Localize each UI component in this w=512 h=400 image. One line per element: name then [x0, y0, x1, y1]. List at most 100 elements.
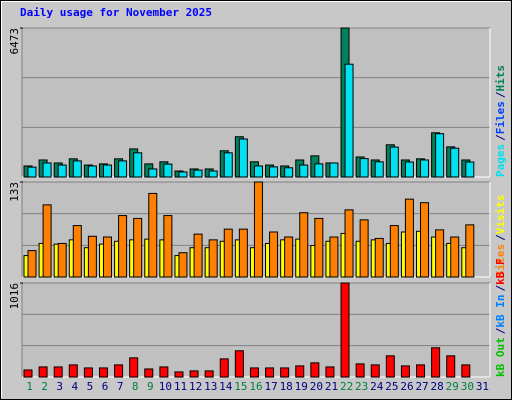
bar — [163, 163, 173, 178]
bar — [38, 366, 48, 378]
bar — [450, 236, 460, 278]
plot-area — [21, 282, 491, 378]
bar — [87, 235, 97, 278]
bar — [189, 370, 199, 378]
bar — [208, 239, 218, 278]
x-tick-label: 7 — [117, 380, 124, 393]
legend-entry: Hits — [494, 65, 507, 92]
x-tick-label: 23 — [355, 380, 368, 393]
bar — [114, 364, 124, 378]
x-tick-label: 19 — [295, 380, 308, 393]
legend-entry: Visits — [494, 195, 507, 235]
bar — [98, 367, 108, 378]
bar — [284, 236, 294, 278]
bar — [102, 164, 112, 178]
x-tick-label: 10 — [159, 380, 172, 393]
bar — [178, 252, 188, 278]
bar — [446, 355, 456, 378]
bar — [435, 133, 445, 178]
bar — [329, 236, 339, 278]
bar — [310, 362, 320, 378]
bar — [163, 215, 173, 278]
bar — [174, 371, 184, 378]
y-tick-label: 6473 — [8, 28, 21, 55]
x-tick-label: 14 — [219, 380, 233, 393]
x-tick-label: 4 — [72, 380, 79, 393]
legend-entry: kB F — [494, 258, 507, 285]
bar — [374, 237, 384, 278]
bar — [178, 171, 188, 178]
bar — [385, 355, 395, 378]
bar — [27, 250, 37, 278]
bar — [370, 364, 380, 378]
legend-entry: kB In — [494, 295, 507, 328]
bar — [431, 347, 441, 378]
bar — [299, 212, 309, 278]
x-tick-label: 9 — [147, 380, 154, 393]
x-tick-label: 25 — [385, 380, 398, 393]
bar — [204, 370, 214, 378]
legend: kB Out/kB In/kB F — [494, 258, 507, 377]
legend-entry: Pages — [494, 144, 507, 177]
bar — [148, 192, 158, 278]
legend-entry: Sites — [494, 244, 507, 277]
bar — [344, 63, 354, 178]
bar — [102, 236, 112, 278]
bar — [329, 162, 339, 178]
bar — [72, 160, 82, 178]
x-tick-label: 31 — [476, 380, 489, 393]
bar — [249, 367, 259, 378]
bar — [465, 161, 475, 178]
x-tick-label: 28 — [431, 380, 444, 393]
bar — [193, 169, 203, 178]
bar — [295, 365, 305, 378]
bar — [340, 282, 350, 378]
x-tick-label: 3 — [56, 380, 63, 393]
chart-title: Daily usage for November 2025 — [20, 6, 212, 19]
bar — [359, 219, 369, 278]
legend-separator: / — [494, 91, 507, 98]
x-tick-label: 5 — [87, 380, 94, 393]
bar — [450, 147, 460, 178]
bar — [284, 167, 294, 178]
bar — [465, 224, 475, 278]
legend-separator: / — [494, 234, 507, 241]
bar — [420, 159, 430, 178]
legend: Pages/Files/Hits — [494, 65, 507, 177]
x-tick-label: 24 — [370, 380, 384, 393]
bar — [133, 152, 143, 178]
bar — [355, 363, 365, 378]
bar — [265, 367, 275, 378]
bar — [389, 225, 399, 278]
bar — [280, 367, 290, 378]
y-tick-label: 1016 — [8, 283, 21, 310]
legend-entry: Files — [494, 101, 507, 134]
legend-separator: / — [494, 327, 507, 334]
bar — [374, 161, 384, 178]
bar — [344, 209, 354, 278]
x-tick-label: 2 — [41, 380, 48, 393]
bar — [404, 198, 414, 278]
bar — [223, 228, 233, 278]
x-tick-label: 17 — [264, 380, 277, 393]
bar — [118, 215, 128, 278]
bar — [42, 162, 52, 178]
bar — [42, 204, 52, 278]
x-tick-label: 21 — [325, 380, 338, 393]
x-tick-label: 8 — [132, 380, 139, 393]
x-tick-label: 1 — [26, 380, 33, 393]
x-tick-label: 15 — [234, 380, 247, 393]
x-tick-label: 16 — [249, 380, 262, 393]
bar — [238, 228, 248, 278]
bar — [238, 138, 248, 178]
bar — [416, 364, 426, 378]
legend-separator: / — [494, 134, 507, 141]
bar — [129, 357, 139, 378]
x-tick-label: 11 — [174, 380, 187, 393]
bar — [208, 170, 218, 178]
bar — [299, 164, 309, 178]
x-tick-label: 13 — [204, 380, 217, 393]
bar — [144, 368, 154, 378]
bar — [219, 358, 229, 378]
